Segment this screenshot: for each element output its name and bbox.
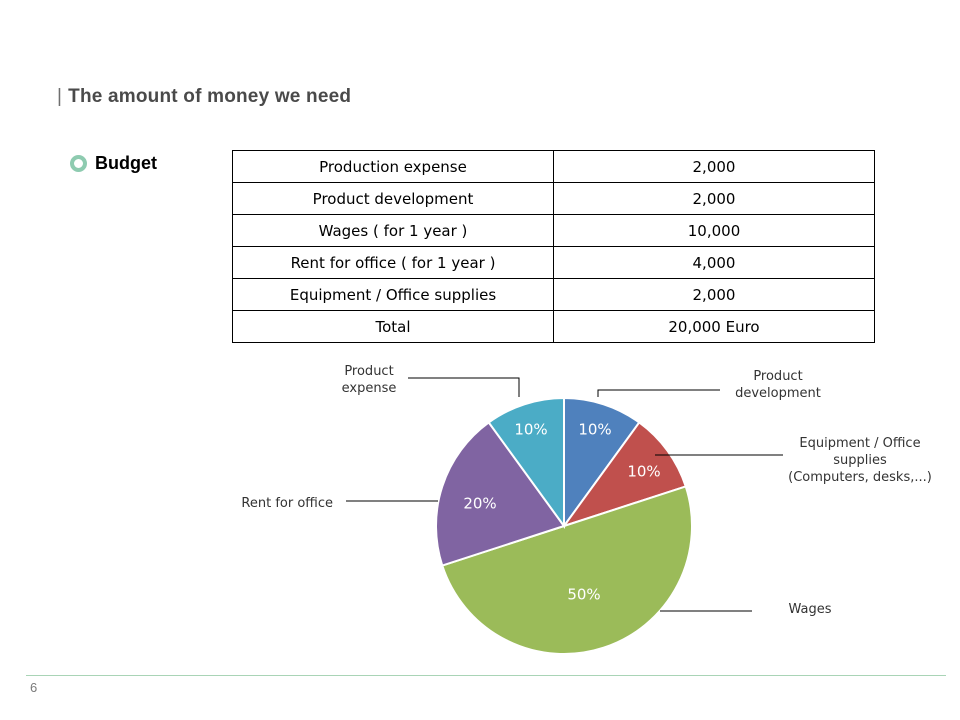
- pie-slice-label-line: Wages: [788, 602, 831, 617]
- pie-slice-percent: 20%: [463, 495, 496, 513]
- pie-slice-label-line: development: [735, 386, 821, 401]
- pie-leader-line: [408, 377, 520, 397]
- pie-leader-line: [597, 389, 720, 397]
- page-number: 6: [30, 680, 38, 695]
- table-cell-item: Production expense: [232, 150, 554, 183]
- table-row: Wages ( for 1 year ) 10,000: [232, 214, 875, 247]
- pie-slice: [561, 421, 688, 528]
- pie-slice-label-line: (Computers, desks,...): [788, 470, 932, 485]
- pie-slice-percent: 10%: [578, 421, 611, 439]
- table-row: Rent for office ( for 1 year ) 4,000: [232, 246, 875, 279]
- pie-slice-label-line: Rent for office: [241, 496, 333, 511]
- slide-title-text: The amount of money we need: [68, 86, 352, 107]
- table-cell-amount: 20,000 Euro: [553, 310, 875, 343]
- pie-slice-label: Product expense: [342, 364, 397, 396]
- table-cell-item: Total: [232, 310, 554, 343]
- pie-slice-label: Wages: [788, 602, 831, 617]
- pie-slice-label: Product development: [735, 369, 821, 401]
- table-cell-amount: 2,000: [553, 150, 875, 183]
- slide-title: | The amount of money we need: [57, 86, 351, 108]
- table-row: Equipment / Office supplies 2,000: [232, 278, 875, 311]
- pie-slice-label-line: Product: [753, 369, 802, 384]
- pie-slice-label-line: supplies: [833, 453, 887, 468]
- table-row: Product development 2,000: [232, 182, 875, 215]
- ring-bullet-icon: [70, 155, 87, 172]
- pie-slice: [487, 396, 565, 530]
- table-row: Total 20,000 Euro: [232, 310, 875, 343]
- footer-divider: [26, 675, 946, 676]
- pie-slice: [435, 421, 566, 567]
- pie-slice: [440, 485, 693, 655]
- pie-slice-label-line: expense: [342, 381, 397, 396]
- table-cell-amount: 10,000: [553, 214, 875, 247]
- table-cell-item: Equipment / Office supplies: [232, 278, 554, 311]
- pie-slice-percent: 50%: [567, 586, 600, 604]
- table-cell-item: Rent for office ( for 1 year ): [232, 246, 554, 279]
- pie-slice-label: Equipment / Office supplies (Computers, de…: [788, 436, 932, 485]
- pie-slice: [563, 396, 641, 530]
- title-bar-marker: |: [57, 86, 63, 107]
- table-row: Production expense 2,000: [232, 150, 875, 183]
- pie-slice-percent: 10%: [514, 421, 547, 439]
- pie-slice-label-line: Product: [344, 364, 393, 379]
- table-cell-amount: 2,000: [553, 182, 875, 215]
- pie-slice-label-line: Equipment / Office: [799, 436, 920, 451]
- pie-slice-label: Rent for office: [241, 496, 333, 511]
- pie-slice-percent: 10%: [627, 463, 660, 481]
- table-cell-item: Wages ( for 1 year ): [232, 214, 554, 247]
- budget-table: Production expense 2,000 Product develop…: [232, 150, 875, 343]
- budget-label-text: Budget: [95, 153, 157, 173]
- budget-section-label: Budget: [70, 153, 157, 174]
